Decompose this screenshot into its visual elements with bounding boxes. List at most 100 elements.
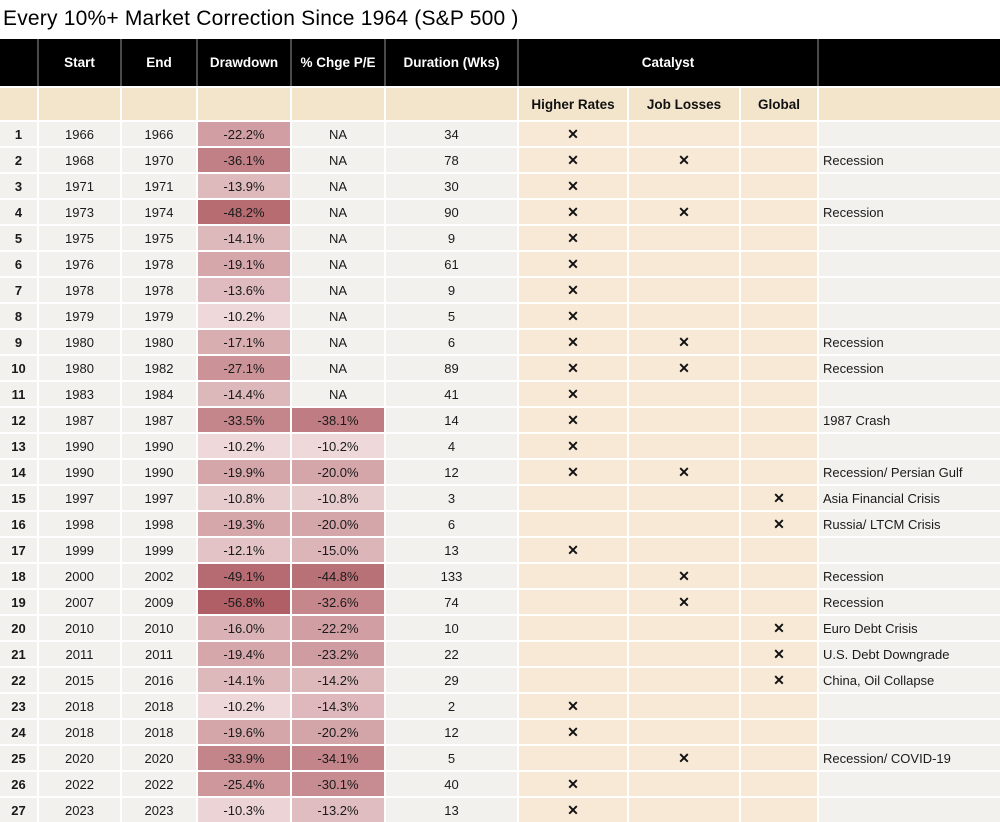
cell-duration: 30 xyxy=(386,174,517,198)
cell-global xyxy=(741,564,817,588)
cell-pe-change: -10.2% xyxy=(292,434,384,458)
header-end: End xyxy=(122,39,196,86)
cell-note: Recession xyxy=(819,564,1000,588)
cell-duration: 5 xyxy=(386,746,517,770)
cell-start: 1968 xyxy=(39,148,120,172)
cell-global xyxy=(741,434,817,458)
cell-row-number: 11 xyxy=(0,382,37,406)
cell-higher-rates xyxy=(519,616,627,640)
cell-pe-change: -15.0% xyxy=(292,538,384,562)
cell-global: ✕ xyxy=(741,616,817,640)
table-row: 24 2018 2018 -19.6% -20.2% 12 ✕ xyxy=(0,720,1000,744)
cell-duration: 12 xyxy=(386,460,517,484)
cell-pe-change: NA xyxy=(292,226,384,250)
cell-note: Recession xyxy=(819,356,1000,380)
cell-note: Recession xyxy=(819,330,1000,354)
cell-start: 2020 xyxy=(39,746,120,770)
cell-row-number: 13 xyxy=(0,434,37,458)
cell-higher-rates: ✕ xyxy=(519,408,627,432)
cell-global xyxy=(741,538,817,562)
table-row: 14 1990 1990 -19.9% -20.0% 12 ✕ ✕ Recession/ Per… xyxy=(0,460,1000,484)
cell-start: 2007 xyxy=(39,590,120,614)
cell-duration: 13 xyxy=(386,538,517,562)
cell-row-number: 9 xyxy=(0,330,37,354)
cell-duration: 10 xyxy=(386,616,517,640)
cell-drawdown: -14.1% xyxy=(198,226,290,250)
cell-start: 2015 xyxy=(39,668,120,692)
cell-duration: 5 xyxy=(386,304,517,328)
table-row: 1 1966 1966 -22.2% NA 34 ✕ xyxy=(0,122,1000,146)
x-mark: ✕ xyxy=(567,203,579,220)
cell-duration: 4 xyxy=(386,434,517,458)
subheader-blank-1 xyxy=(0,88,37,120)
cell-drawdown: -49.1% xyxy=(198,564,290,588)
cell-end: 2018 xyxy=(122,694,196,718)
cell-row-number: 22 xyxy=(0,668,37,692)
cell-end: 1974 xyxy=(122,200,196,224)
cell-end: 2009 xyxy=(122,590,196,614)
cell-drawdown: -10.2% xyxy=(198,304,290,328)
cell-note: Asia Financial Crisis xyxy=(819,486,1000,510)
cell-row-number: 24 xyxy=(0,720,37,744)
table-row: 25 2020 2020 -33.9% -34.1% 5 ✕ Recession/ COVID… xyxy=(0,746,1000,770)
cell-end: 1998 xyxy=(122,512,196,536)
cell-note xyxy=(819,720,1000,744)
table-row: 13 1990 1990 -10.2% -10.2% 4 ✕ xyxy=(0,434,1000,458)
x-mark: ✕ xyxy=(567,697,579,714)
subheader-blank-3 xyxy=(122,88,196,120)
table-row: 19 2007 2009 -56.8% -32.6% 74 ✕ Recession xyxy=(0,590,1000,614)
x-mark: ✕ xyxy=(567,359,579,376)
cell-note xyxy=(819,772,1000,796)
table-subheader-row: Higher Rates Job Losses Global xyxy=(0,88,1000,120)
table-row: 10 1980 1982 -27.1% NA 89 ✕ ✕ Recession xyxy=(0,356,1000,380)
cell-row-number: 21 xyxy=(0,642,37,666)
cell-note: U.S. Debt Downgrade xyxy=(819,642,1000,666)
cell-duration: 6 xyxy=(386,330,517,354)
cell-start: 1980 xyxy=(39,356,120,380)
cell-row-number: 2 xyxy=(0,148,37,172)
cell-job-losses xyxy=(629,642,739,666)
cell-end: 1980 xyxy=(122,330,196,354)
x-mark: ✕ xyxy=(567,541,579,558)
cell-note xyxy=(819,538,1000,562)
cell-higher-rates: ✕ xyxy=(519,174,627,198)
cell-note: Recession xyxy=(819,590,1000,614)
cell-job-losses: ✕ xyxy=(629,564,739,588)
cell-start: 2011 xyxy=(39,642,120,666)
cell-row-number: 5 xyxy=(0,226,37,250)
cell-row-number: 8 xyxy=(0,304,37,328)
cell-note xyxy=(819,226,1000,250)
cell-end: 1999 xyxy=(122,538,196,562)
table-row: 4 1973 1974 -48.2% NA 90 ✕ ✕ Recession xyxy=(0,200,1000,224)
subheader-higher-rates: Higher Rates xyxy=(519,88,627,120)
cell-row-number: 1 xyxy=(0,122,37,146)
cell-end: 1975 xyxy=(122,226,196,250)
cell-drawdown: -48.2% xyxy=(198,200,290,224)
table-row: 17 1999 1999 -12.1% -15.0% 13 ✕ xyxy=(0,538,1000,562)
subheader-blank-4 xyxy=(198,88,290,120)
x-mark: ✕ xyxy=(567,281,579,298)
cell-global xyxy=(741,226,817,250)
x-mark: ✕ xyxy=(678,203,690,220)
table-row: 15 1997 1997 -10.8% -10.8% 3 ✕ Asia Financial C… xyxy=(0,486,1000,510)
cell-job-losses xyxy=(629,694,739,718)
x-mark: ✕ xyxy=(678,593,690,610)
x-mark: ✕ xyxy=(773,671,785,688)
cell-job-losses: ✕ xyxy=(629,356,739,380)
cell-pe-change: NA xyxy=(292,330,384,354)
cell-higher-rates xyxy=(519,642,627,666)
table-row: 20 2010 2010 -16.0% -22.2% 10 ✕ Euro Debt Crisi… xyxy=(0,616,1000,640)
cell-pe-change: NA xyxy=(292,174,384,198)
header-start: Start xyxy=(39,39,120,86)
table-row: 7 1978 1978 -13.6% NA 9 ✕ xyxy=(0,278,1000,302)
cell-job-losses: ✕ xyxy=(629,148,739,172)
cell-duration: 133 xyxy=(386,564,517,588)
cell-pe-change: -14.3% xyxy=(292,694,384,718)
cell-higher-rates xyxy=(519,668,627,692)
cell-job-losses xyxy=(629,668,739,692)
cell-global: ✕ xyxy=(741,642,817,666)
cell-higher-rates xyxy=(519,512,627,536)
x-mark: ✕ xyxy=(567,437,579,454)
cell-drawdown: -10.2% xyxy=(198,694,290,718)
